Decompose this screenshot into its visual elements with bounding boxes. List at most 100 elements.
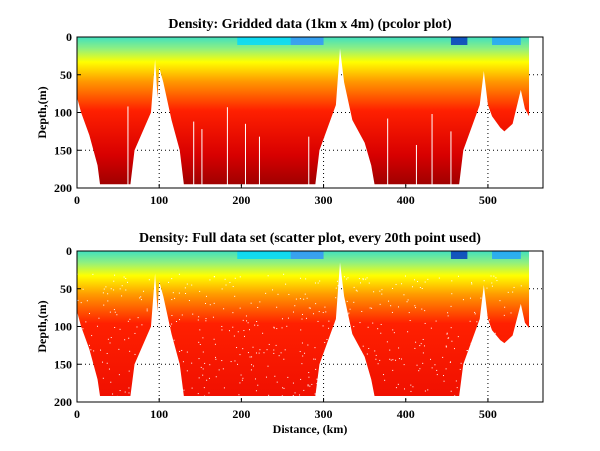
scatter-gap-dot [496, 280, 498, 282]
scatter-gap-dot [118, 374, 120, 376]
scatter-gap-dot [125, 289, 127, 291]
scatter-gap-dot [174, 297, 176, 299]
scatter-gap-dot [301, 363, 303, 365]
scatter-gap-dot [372, 322, 374, 324]
scatter-gap-dot [285, 283, 287, 285]
scatter-gap-dot [172, 292, 174, 294]
scatter-gap-dot [476, 321, 478, 323]
x-tick-label: 500 [479, 193, 497, 207]
scatter-gap-dot [471, 282, 473, 284]
x-tick-label: 200 [232, 407, 250, 421]
scatter-gap-dot [348, 312, 350, 314]
scatter-gap-dot [456, 387, 458, 389]
scatter-gap-dot [388, 300, 390, 302]
scatter-gap-dot [198, 377, 200, 379]
scatter-gap-dot [237, 363, 239, 365]
scatter-gap-dot [181, 314, 183, 316]
scatter-gap-dot [127, 281, 129, 283]
scatter-gap-dot [404, 275, 406, 277]
scatter-gap-dot [369, 307, 371, 309]
scatter-gap-dot [513, 286, 515, 288]
scatter-gap-dot [262, 332, 264, 334]
surface-low-density-patch [290, 251, 324, 259]
scatter-gap-dot [430, 327, 432, 329]
scatter-gap-dot [383, 374, 385, 376]
scatter-gap-dot [228, 330, 230, 332]
surface-low-density-patch [237, 251, 291, 259]
scatter-gap-dot [333, 387, 335, 389]
y-axis-label: Depth,(m) [35, 86, 49, 138]
scatter-gap-dot [450, 305, 452, 307]
scatter-gap-dot [453, 348, 455, 350]
scatter-gap-dot [254, 378, 256, 380]
scatter-gap-dot [205, 303, 207, 305]
scatter-gap-dot [407, 331, 409, 333]
scatter-gap-dot [393, 332, 395, 334]
scatter-gap-dot [188, 300, 190, 302]
scatter-gap-dot [203, 387, 205, 389]
scatter-gap-dot [324, 342, 326, 344]
scatter-gap-dot [422, 362, 424, 364]
scatter-gap-dot [161, 298, 163, 300]
scatter-gap-dot [92, 273, 94, 275]
x-tick-label: 100 [150, 193, 168, 207]
scatter-gap-dot [299, 350, 301, 352]
scatter-gap-dot [265, 376, 267, 378]
scatter-gap-dot [82, 328, 84, 330]
scatter-gap-dot [314, 282, 316, 284]
scatter-gap-dot [121, 295, 123, 297]
scatter-gap-dot [300, 329, 302, 331]
scatter-gap-dot [248, 329, 250, 331]
scatter-gap-dot [221, 329, 223, 331]
scatter-gap-dot [124, 391, 126, 393]
scatter-gap-dot [470, 342, 472, 344]
scatter-gap-dot [318, 311, 320, 313]
scatter-gap-dot [106, 352, 108, 354]
scatter-gap-dot [192, 313, 194, 315]
scatter-gap-dot [340, 304, 342, 306]
scatter-gap-dot [212, 316, 214, 318]
scatter-gap-dot [483, 280, 485, 282]
scatter-gap-dot [125, 277, 127, 279]
scatter-gap-dot [328, 327, 330, 329]
scatter-gap-dot [299, 298, 301, 300]
scatter-gap-dot [449, 361, 451, 363]
scatter-gap-dot [301, 313, 303, 315]
scatter-gap-dot [299, 277, 301, 279]
scatter-gap-dot [287, 376, 289, 378]
scatter-gap-dot [362, 345, 364, 347]
scatter-gap-dot [128, 370, 130, 372]
scatter-gap-dot [209, 279, 211, 281]
scatter-gap-dot [517, 393, 519, 395]
scatter-gap-dot [504, 374, 506, 376]
scatter-gap-dot [248, 397, 250, 399]
scatter-gap-dot [213, 338, 215, 340]
scatter-gap-dot [314, 358, 316, 360]
scatter-gap-dot [457, 336, 459, 338]
scatter-gap-dot [145, 391, 147, 393]
scatter-gap-dot [483, 347, 485, 349]
scatter-gap-dot [314, 347, 316, 349]
density-section [77, 37, 530, 185]
scatter-gap-dot [335, 297, 337, 299]
scatter-gap-dot [77, 330, 79, 332]
scatter-gap-dot [518, 366, 520, 368]
scatter-gap-dot [412, 386, 414, 388]
scatter-gap-dot [265, 292, 267, 294]
scatter-gap-dot [302, 355, 304, 357]
scatter-gap-dot [422, 352, 424, 354]
scatter-gap-dot [516, 366, 518, 368]
scatter-gap-dot [485, 396, 487, 398]
scatter-gap-dot [392, 369, 394, 371]
scatter-gap-dot [88, 313, 90, 315]
y-tick-label: 200 [54, 181, 72, 195]
scatter-gap-dot [504, 306, 506, 308]
surface-low-density-patch [492, 251, 521, 259]
scatter-gap-dot [123, 276, 125, 278]
scatter-gap-dot [522, 355, 524, 357]
scatter-gap-dot [294, 305, 296, 307]
scatter-gap-dot [127, 320, 129, 322]
scatter-gap-dot [367, 326, 369, 328]
scatter-gap-dot [401, 283, 403, 285]
scatter-gap-dot [374, 350, 376, 352]
